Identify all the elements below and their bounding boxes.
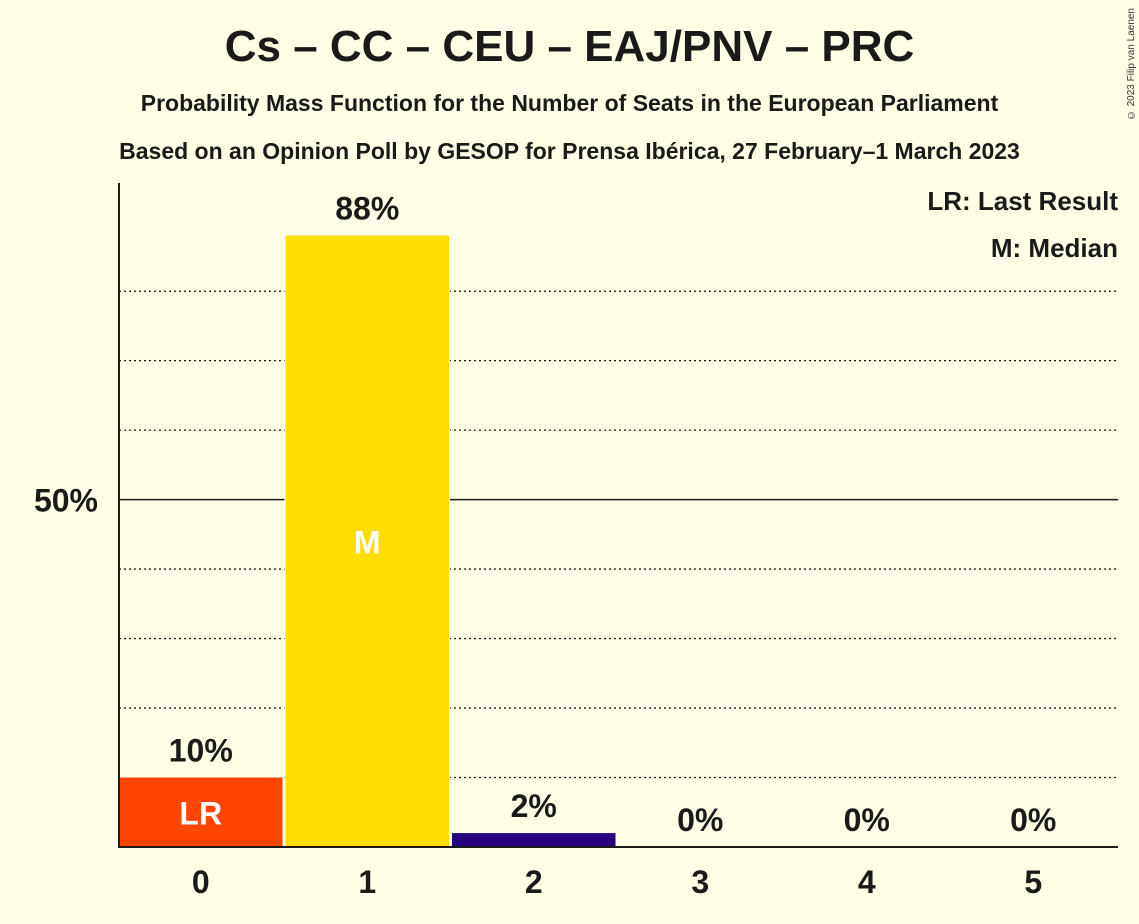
- x-tick-label: 2: [525, 864, 543, 900]
- x-tick-label: 1: [358, 864, 376, 900]
- bar: [285, 235, 449, 848]
- bars: [118, 234, 617, 848]
- chart-subtitle: Probability Mass Function for the Number…: [140, 90, 999, 116]
- labels: 10% LR 0 88% M 1 2% 2 0% 3 0% 4 0% 5: [169, 191, 1057, 900]
- last-result-marker: LR: [179, 795, 222, 831]
- x-tick-label: 4: [858, 864, 876, 900]
- value-label: 88%: [335, 191, 399, 227]
- value-label: 2%: [511, 788, 557, 824]
- bar: [452, 833, 616, 847]
- x-tick-label: 3: [691, 864, 709, 900]
- median-marker: M: [354, 524, 381, 560]
- x-tick-label: 5: [1024, 864, 1042, 900]
- value-label: 0%: [1010, 802, 1056, 838]
- chart-source-line: Based on an Opinion Poll by GESOP for Pr…: [119, 138, 1020, 164]
- axes: [118, 183, 1118, 848]
- gridlines: 50%: [34, 290, 1118, 779]
- bar: [119, 777, 283, 847]
- chart-title: Cs – CC – CEU – EAJ/PNV – PRC: [224, 22, 915, 71]
- y-tick-label: 50%: [34, 483, 98, 519]
- x-tick-label: 0: [192, 864, 210, 900]
- value-label: 0%: [677, 802, 723, 838]
- legend-median: M: Median: [991, 233, 1118, 263]
- value-label: 0%: [844, 802, 890, 838]
- value-label: 10%: [169, 733, 233, 769]
- legend-last-result: LR: Last Result: [927, 186, 1118, 216]
